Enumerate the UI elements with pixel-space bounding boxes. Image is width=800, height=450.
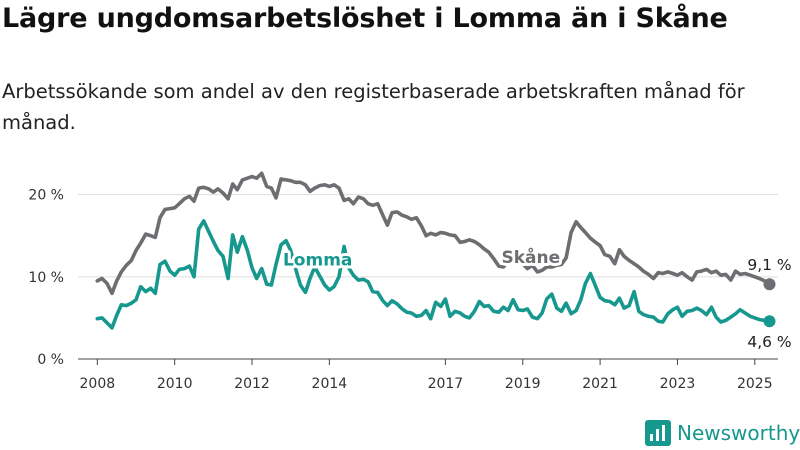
x-tick-label: 2025 (737, 376, 773, 392)
series-line-lomma (95, 219, 772, 330)
y-tick-label: 20 % (28, 188, 64, 204)
x-tick-label: 2012 (234, 376, 270, 392)
x-tick-label: 2008 (80, 376, 116, 392)
y-tick-label: 0 % (37, 352, 64, 368)
x-tick-label: 2019 (505, 376, 541, 392)
end-value-label-lomma: 4,6 % (747, 333, 791, 351)
newsworthy-logo-icon (645, 420, 671, 446)
series-label-skane: Skåne (501, 246, 560, 268)
chart-subtitle: Arbetssökande som andel av den registerb… (2, 80, 745, 134)
series-line-skne (95, 171, 772, 296)
brand-logo: Newsworthy (645, 420, 800, 446)
x-tick-label: 2014 (312, 376, 348, 392)
end-value-label-skane: 9,1 % (747, 256, 791, 274)
brand-name: Newsworthy (677, 421, 800, 445)
x-tick-label: 2021 (582, 376, 618, 392)
x-tick-label: 2017 (428, 376, 464, 392)
x-tick-label: 2023 (660, 376, 696, 392)
chart-title: Lägre ungdomsarbetslöshet i Lomma än i S… (2, 3, 728, 34)
series-label-lomma: Lomma (283, 250, 352, 270)
end-point-lomma (763, 315, 776, 328)
x-tick-label: 2010 (157, 376, 193, 392)
end-point-skane (763, 278, 776, 291)
y-tick-label: 10 % (28, 270, 64, 286)
